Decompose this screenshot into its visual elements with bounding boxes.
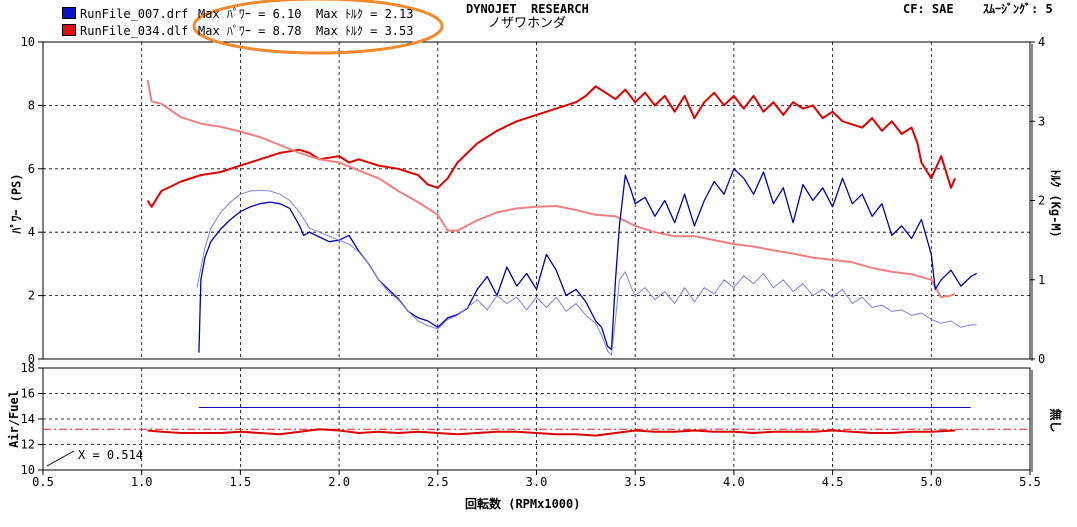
y-left-tick-label: 10 xyxy=(21,35,35,49)
x-tick-label: 3.5 xyxy=(624,475,646,489)
grid-lines xyxy=(43,42,1030,470)
x-tick-label: 5.5 xyxy=(1019,475,1041,489)
legend-file-run-034: RunFile_034.dlf xyxy=(80,24,189,38)
chart-title: DYNOJET RESEARCH xyxy=(466,2,589,16)
af-tick-label: 12 xyxy=(21,438,35,452)
y-left-tick-label: 8 xyxy=(28,98,35,112)
highlight-ellipse xyxy=(192,0,444,55)
y-right-tick-label: 3 xyxy=(1038,114,1045,128)
legend-swatch-run-034[interactable] xyxy=(62,24,76,36)
legend-power-run-007: Max ﾊﾟﾜｰ = 6.10 xyxy=(198,7,302,21)
cursor-pointer-line xyxy=(46,450,75,467)
y-left-tick-label: 0 xyxy=(28,352,35,366)
af-series-runfile-034-dlf xyxy=(147,428,956,437)
y-axis-right-label: ﾄﾙｸ (Kg-M) xyxy=(1048,169,1063,238)
y-left-tick-label: 2 xyxy=(28,289,35,303)
series-torque-runfile-007-drf xyxy=(196,189,977,356)
af-axis-right-label: 無し xyxy=(1048,408,1063,433)
legend-swatch-run-007[interactable] xyxy=(62,7,76,19)
x-tick-label: 2.0 xyxy=(328,475,350,489)
x-tick-label: 2.5 xyxy=(427,475,449,489)
chart-subtitle: ノザワホンダ xyxy=(488,16,567,31)
legend-torque-run-034: Max ﾄﾙｸ = 3.53 xyxy=(316,24,414,38)
af-tick-label: 18 xyxy=(21,361,35,375)
x-tick-label: 4.0 xyxy=(723,475,745,489)
smoothing-label: ｽﾑｰｼﾞﾝｸﾞ: 5 xyxy=(983,2,1053,16)
y-right-tick-label: 0 xyxy=(1038,352,1045,366)
y-right-tick-label: 4 xyxy=(1038,35,1045,49)
af-tick-label: 16 xyxy=(21,387,35,401)
legend-file-run-007: RunFile_007.drf xyxy=(80,7,189,21)
tick-labels: 0.5 1.0 1.5 2.0 2.5 3.0 3.5 4.0 4.5 5.0 5.50246810… xyxy=(21,35,1046,489)
annotation-layer xyxy=(46,0,444,467)
af-axis-left-label: Air/Fuel xyxy=(7,390,21,448)
af-tick-label: 14 xyxy=(21,412,35,426)
series-layer xyxy=(146,79,978,437)
x-tick-label: 5.0 xyxy=(920,475,942,489)
x-tick-label: 1.0 xyxy=(131,475,153,489)
x-tick-label: 1.5 xyxy=(230,475,252,489)
series-power-runfile-034-dlf xyxy=(146,85,956,208)
series-power-runfile-007-drf xyxy=(198,168,978,353)
legend-torque-run-007: Max ﾄﾙｸ = 2.13 xyxy=(316,7,414,21)
cf-label: CF: SAE xyxy=(903,2,954,16)
y-axis-left-label: ﾊﾟﾜｰ (PS) xyxy=(9,173,24,234)
x-tick-label: 0.5 xyxy=(32,475,54,489)
y-right-tick-label: 1 xyxy=(1038,273,1045,287)
y-left-tick-label: 6 xyxy=(28,162,35,176)
x-tick-label: 4.5 xyxy=(822,475,844,489)
y-left-tick-label: 4 xyxy=(28,225,35,239)
y-right-tick-label: 2 xyxy=(1038,194,1045,208)
x-axis-label: 回転数 (RPMx1000) xyxy=(465,497,581,511)
x-tick-label: 3.0 xyxy=(526,475,548,489)
legend-power-run-034: Max ﾊﾟﾜｰ = 8.78 xyxy=(198,24,302,38)
cursor-readout: X = 0.514 xyxy=(78,448,144,462)
series-torque-runfile-034-dlf xyxy=(146,79,956,299)
axis-ticks xyxy=(38,41,1035,475)
af-tick-label: 10 xyxy=(21,463,35,477)
